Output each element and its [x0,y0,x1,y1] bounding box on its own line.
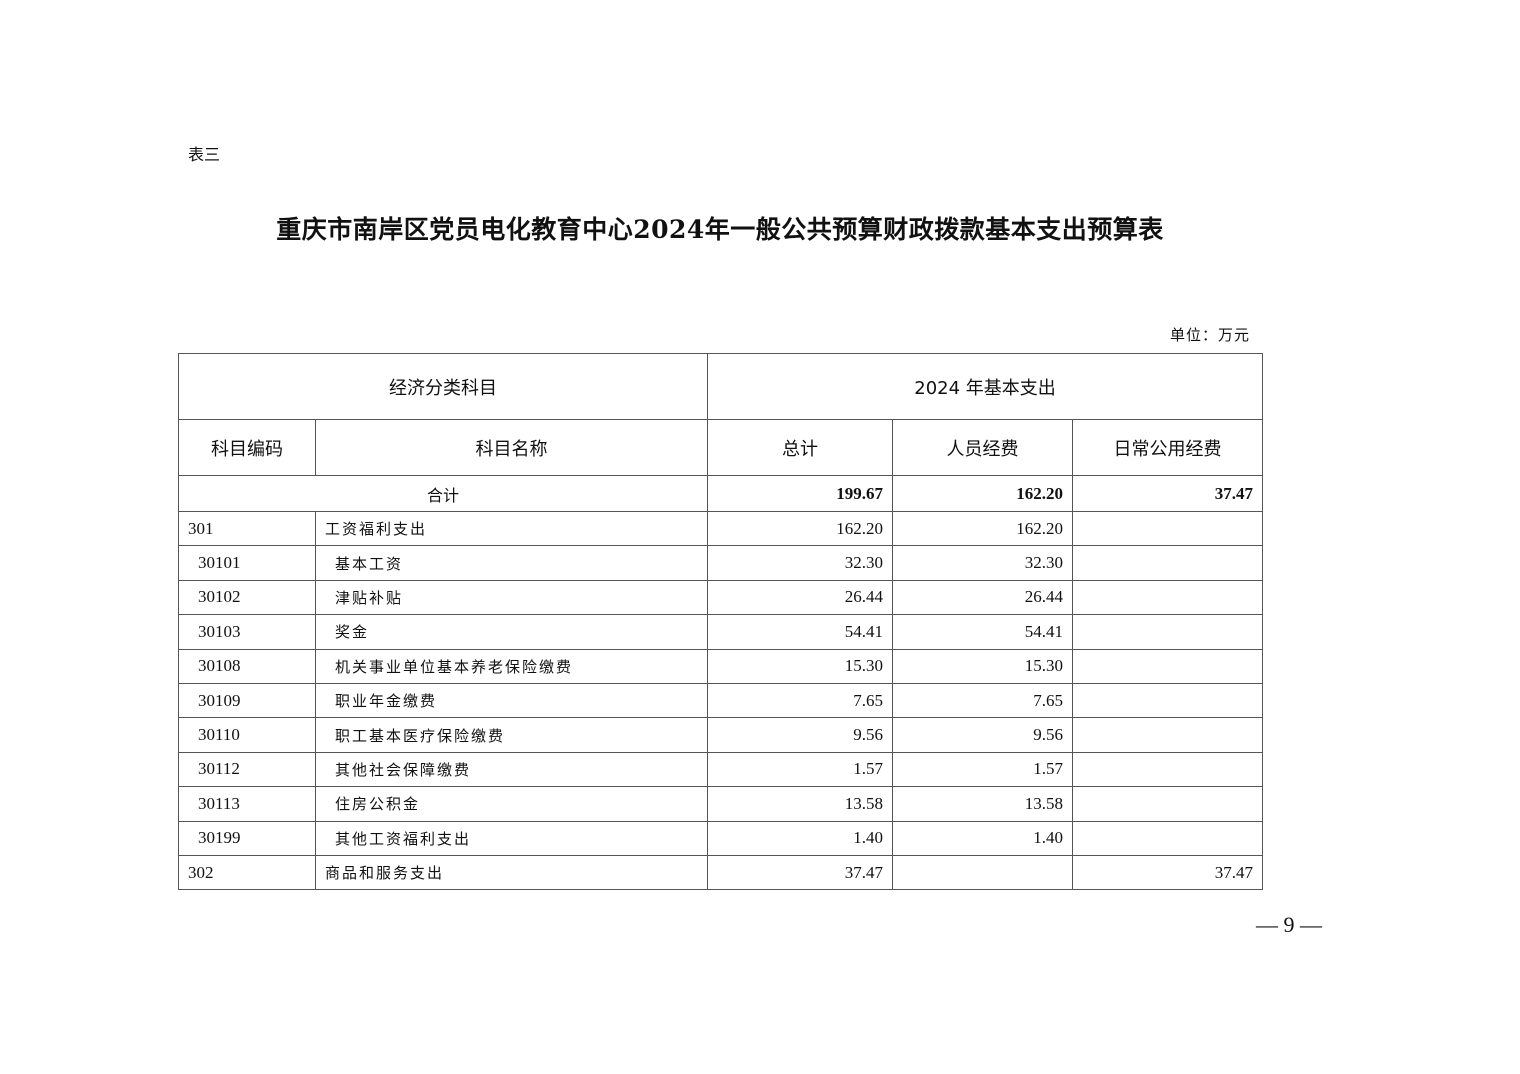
cell-name: 住房公积金 [315,786,708,822]
cell-personnel: 1.57 [892,751,1073,788]
cell-code: 30199 [178,820,316,856]
cell-personnel: 13.58 [892,786,1073,822]
total-total: 199.67 [707,475,893,512]
cell-name: 其他社会保障缴费 [315,751,708,788]
cell-public [1071,510,1264,547]
header-code: 科目编码 [178,419,316,476]
total-personnel: 162.20 [892,475,1073,512]
cell-code: 30102 [178,579,316,616]
cell-public [1071,648,1264,684]
cell-public [1071,579,1264,616]
cell-total: 15.30 [707,648,893,684]
table-number-label: 表三 [188,145,221,164]
cell-personnel: 7.65 [892,682,1073,719]
budget-table: 经济分类科目 2024 年基本支出 科目编码 科目名称 总计 人员经费 日常公用… [178,353,1264,891]
header-economic-category: 经济分类科目 [178,353,708,420]
header-personnel: 人员经费 [892,419,1073,476]
header-total: 总计 [707,419,893,476]
cell-code: 30110 [178,717,316,753]
cell-code: 30101 [178,545,316,581]
cell-name: 津贴补贴 [315,579,708,616]
table-row: 30101 基本工资 32.30 32.30 [178,545,1264,581]
cell-personnel: 15.30 [892,648,1073,684]
cell-personnel: 1.40 [892,820,1073,856]
table-row: 30102 津贴补贴 26.44 26.44 [178,579,1264,616]
cell-code: 30108 [178,648,316,684]
cell-personnel: 54.41 [892,614,1073,650]
header-public: 日常公用经费 [1071,419,1264,476]
table-row: 30103 奖金 54.41 54.41 [178,614,1264,650]
header-group-row: 经济分类科目 2024 年基本支出 [178,353,1264,420]
cell-name: 商品和服务支出 [315,854,708,891]
total-row: 合计 199.67 162.20 37.47 [178,475,1264,512]
cell-public [1071,682,1264,719]
table-row: 302 商品和服务支出 37.47 37.47 [178,854,1264,891]
cell-name: 其他工资福利支出 [315,820,708,856]
page-number: — 9 — [1256,912,1322,937]
cell-public [1071,717,1264,753]
table-row: 30199 其他工资福利支出 1.40 1.40 [178,820,1264,856]
total-label: 合计 [178,475,708,512]
cell-name: 工资福利支出 [315,510,708,547]
header-row: 科目编码 科目名称 总计 人员经费 日常公用经费 [178,419,1264,476]
cell-code: 301 [178,510,316,547]
cell-code: 30103 [178,614,316,650]
table-row: 30109 职业年金缴费 7.65 7.65 [178,682,1264,719]
cell-personnel: 32.30 [892,545,1073,581]
document-title: 重庆市南岸区党员电化教育中心2024年一般公共预算财政拨款基本支出预算表 [276,215,1164,244]
cell-name: 职业年金缴费 [315,682,708,719]
cell-name: 职工基本医疗保险缴费 [315,717,708,753]
cell-personnel: 162.20 [892,510,1073,547]
cell-public [1071,786,1264,822]
cell-code: 30112 [178,751,316,788]
cell-code: 30113 [178,786,316,822]
header-name: 科目名称 [315,419,708,476]
cell-total: 32.30 [707,545,893,581]
table-row: 30112 其他社会保障缴费 1.57 1.57 [178,751,1264,788]
cell-personnel: 9.56 [892,717,1073,753]
cell-total: 162.20 [707,510,893,547]
header-basic-expenditure: 2024 年基本支出 [706,353,1264,420]
cell-total: 9.56 [707,717,893,753]
unit-label: 单位：万元 [1169,326,1250,344]
cell-code: 302 [178,854,316,891]
total-public: 37.47 [1071,475,1264,512]
cell-name: 机关事业单位基本养老保险缴费 [315,648,708,684]
cell-total: 13.58 [707,786,893,822]
cell-public [1071,545,1264,581]
cell-code: 30109 [178,682,316,719]
cell-public [1071,820,1264,856]
cell-public: 37.47 [1071,854,1264,891]
cell-public [1071,751,1264,788]
table-row: 301 工资福利支出 162.20 162.20 [178,510,1264,547]
cell-name: 基本工资 [315,545,708,581]
cell-personnel [892,854,1073,891]
cell-total: 1.40 [707,820,893,856]
cell-name: 奖金 [315,614,708,650]
cell-total: 54.41 [707,614,893,650]
table-row: 30108 机关事业单位基本养老保险缴费 15.30 15.30 [178,648,1264,684]
table-row: 30113 住房公积金 13.58 13.58 [178,786,1264,822]
cell-public [1071,614,1264,650]
table-row: 30110 职工基本医疗保险缴费 9.56 9.56 [178,717,1264,753]
cell-personnel: 26.44 [892,579,1073,616]
cell-total: 26.44 [707,579,893,616]
cell-total: 1.57 [707,751,893,788]
cell-total: 37.47 [707,854,893,891]
cell-total: 7.65 [707,682,893,719]
